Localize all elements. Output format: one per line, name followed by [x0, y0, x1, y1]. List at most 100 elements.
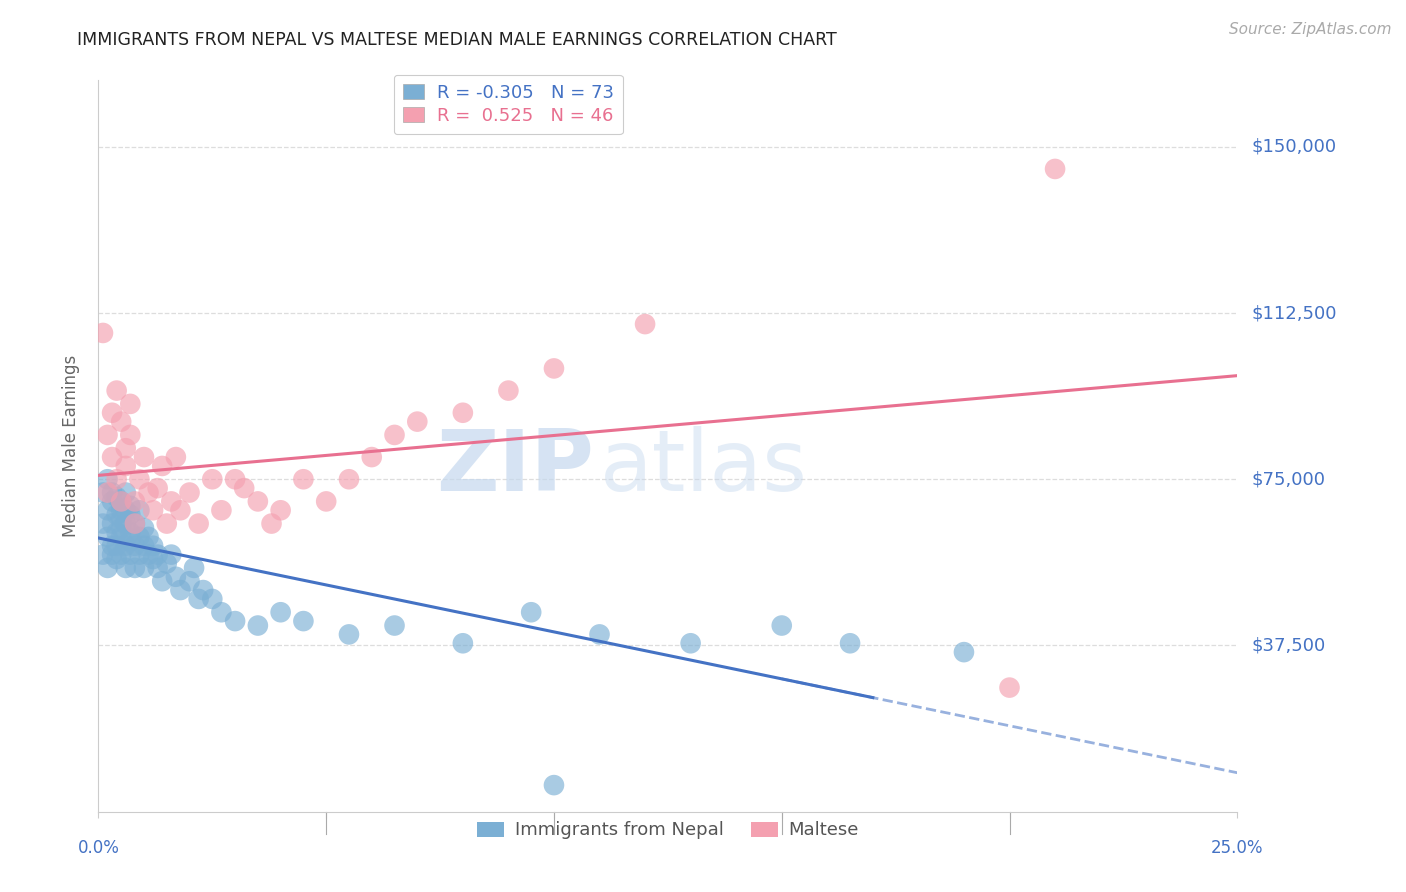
Point: [110, 530, 132, 544]
Point: [105, 508, 128, 522]
Point: [451, 636, 474, 650]
Point: [114, 441, 136, 455]
Point: [246, 494, 269, 508]
Point: [132, 450, 155, 464]
Point: [142, 503, 165, 517]
Point: [193, 583, 215, 598]
Text: ZIP: ZIP: [436, 426, 593, 509]
Point: [187, 516, 209, 531]
Point: [201, 472, 224, 486]
Point: [142, 539, 165, 553]
Point: [132, 539, 155, 553]
Point: [337, 627, 360, 641]
Point: [120, 499, 142, 513]
Point: [770, 618, 793, 632]
Text: $37,500: $37,500: [1251, 637, 1326, 655]
Point: [138, 530, 160, 544]
Point: [101, 516, 124, 531]
Point: [165, 570, 187, 584]
Point: [498, 384, 520, 398]
Point: [105, 472, 128, 486]
Point: [96, 561, 118, 575]
Text: $150,000: $150,000: [1251, 137, 1336, 156]
Point: [96, 428, 118, 442]
Point: [138, 485, 160, 500]
Point: [114, 458, 136, 473]
Point: [839, 636, 862, 650]
Point: [128, 472, 150, 486]
Point: [160, 494, 183, 508]
Point: [146, 548, 169, 562]
Point: [91, 516, 114, 531]
Point: [360, 450, 382, 464]
Point: [124, 561, 146, 575]
Point: [270, 503, 292, 517]
Point: [183, 561, 205, 575]
Point: [260, 516, 283, 531]
Point: [187, 591, 209, 606]
Point: [124, 494, 146, 508]
Point: [520, 605, 543, 619]
Point: [110, 503, 132, 517]
Point: [110, 512, 132, 526]
Point: [101, 494, 124, 508]
Point: [96, 485, 118, 500]
Point: [105, 539, 128, 553]
Point: [110, 521, 132, 535]
Point: [128, 503, 150, 517]
Point: [246, 618, 269, 632]
Point: [132, 521, 155, 535]
Point: [124, 516, 146, 531]
Point: [114, 539, 136, 553]
Point: [105, 525, 128, 540]
Point: [679, 636, 702, 650]
Point: [315, 494, 337, 508]
Point: [114, 516, 136, 531]
Point: [124, 516, 146, 531]
Point: [110, 494, 132, 508]
Point: [96, 503, 118, 517]
Point: [169, 583, 191, 598]
Point: [150, 574, 173, 589]
Legend: Immigrants from Nepal, Maltese: Immigrants from Nepal, Maltese: [470, 814, 866, 847]
Point: [998, 681, 1021, 695]
Point: [101, 539, 124, 553]
Point: [114, 485, 136, 500]
Point: [953, 645, 976, 659]
Point: [105, 384, 128, 398]
Point: [91, 548, 114, 562]
Text: $112,500: $112,500: [1251, 304, 1337, 322]
Point: [120, 548, 142, 562]
Point: [179, 574, 201, 589]
Point: [543, 778, 565, 792]
Point: [224, 614, 246, 628]
Point: [138, 548, 160, 562]
Point: [114, 503, 136, 517]
Point: [101, 548, 124, 562]
Point: [451, 406, 474, 420]
Point: [101, 450, 124, 464]
Point: [91, 326, 114, 340]
Point: [384, 618, 406, 632]
Point: [337, 472, 360, 486]
Point: [146, 561, 169, 575]
Point: [292, 472, 315, 486]
Point: [101, 485, 124, 500]
Point: [120, 428, 142, 442]
Point: [384, 428, 406, 442]
Point: [156, 516, 179, 531]
Point: [128, 548, 150, 562]
Point: [110, 415, 132, 429]
Point: [110, 494, 132, 508]
Point: [588, 627, 610, 641]
Point: [201, 591, 224, 606]
Point: [160, 548, 183, 562]
Point: [101, 406, 124, 420]
Point: [105, 490, 128, 504]
Point: [209, 605, 232, 619]
Text: $75,000: $75,000: [1251, 470, 1326, 488]
Text: 25.0%: 25.0%: [1211, 839, 1264, 857]
Point: [1043, 161, 1066, 176]
Point: [165, 450, 187, 464]
Point: [96, 530, 118, 544]
